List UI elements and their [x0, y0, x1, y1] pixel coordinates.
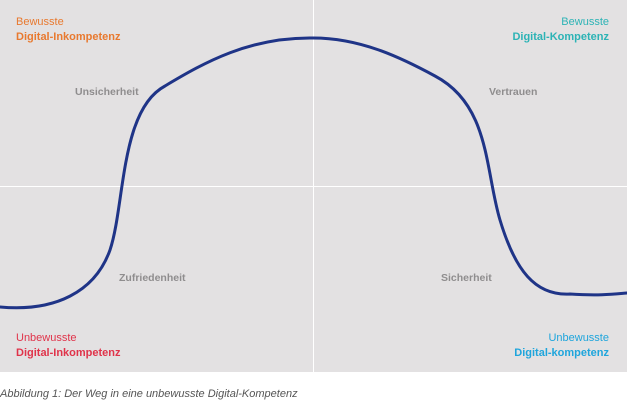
phase-sicherheit: Sicherheit [441, 272, 492, 284]
quadrant-top-left-label: Bewusste Digital-Inkompetenz [16, 15, 121, 45]
competence-curve [0, 36, 627, 310]
top-left-line2: Digital-Inkompetenz [16, 31, 121, 43]
top-left-line1: Bewusste [16, 16, 64, 28]
horizontal-divider [0, 186, 627, 187]
bell-curve-line [0, 36, 627, 310]
quadrant-bottom-left-label: Unbewusste Digital-Inkompetenz [16, 331, 121, 361]
quadrant-bottom-right-label: Unbewusste Digital-kompetenz [514, 331, 609, 361]
phase-vertrauen: Vertrauen [489, 86, 538, 98]
bottom-left-line1: Unbewusste [16, 332, 77, 344]
figure-caption: Abbildung 1: Der Weg in eine unbewusste … [0, 388, 298, 400]
quadrant-top-right-label: Bewusste Digital-Kompetenz [512, 15, 609, 45]
bottom-right-line1: Unbewusste [548, 332, 609, 344]
top-right-line2: Digital-Kompetenz [512, 31, 609, 43]
bottom-right-line2: Digital-kompetenz [514, 347, 609, 359]
diagram-panel: Bewusste Digital-Inkompetenz Bewusste Di… [0, 0, 627, 372]
phase-zufriedenheit: Zufriedenheit [119, 272, 186, 284]
top-right-line1: Bewusste [561, 16, 609, 28]
bottom-left-line2: Digital-Inkompetenz [16, 347, 121, 359]
phase-unsicherheit: Unsicherheit [75, 86, 139, 98]
